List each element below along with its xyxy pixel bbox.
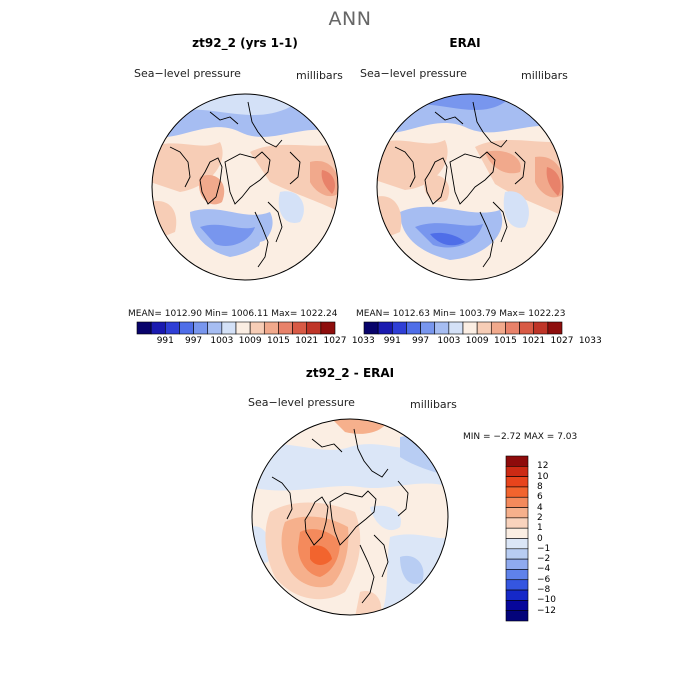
panel-2-stats: MEAN= 1012.63 Min= 1003.79 Max= 1022.23 — [356, 309, 566, 319]
panel-2-variable: Sea−level pressure — [360, 67, 467, 80]
panel-2-units: millibars — [521, 69, 568, 82]
panel-3-colorbar-swatch — [505, 486, 529, 498]
panel-1-colorbar-swatch — [306, 321, 322, 335]
panel-3-colorbar-tick-label: −10 — [537, 595, 556, 606]
panel-3-colorbar-swatch — [505, 548, 529, 560]
panel-3-colorbar-tick-label: −12 — [537, 605, 556, 616]
panel-2-colorbar-swatch — [505, 321, 520, 335]
panel-3-colorbar-tick-label: −4 — [537, 564, 551, 575]
panel-1-variable: Sea−level pressure — [134, 67, 241, 80]
panel-3-title: zt92_2 - ERAI — [305, 366, 395, 380]
panel-1-colorbar-swatch — [263, 321, 279, 335]
panel-3-colorbar-swatch — [505, 517, 529, 529]
panel-3-stats: MIN = −2.72 MAX = 7.03 — [463, 432, 578, 442]
panel-3-variable: Sea−level pressure — [248, 396, 355, 409]
panel-2-colorbar-swatch — [420, 321, 436, 335]
panel-1-title: zt92_2 (yrs 1-1) — [192, 36, 298, 50]
panel-2-colorbar-swatch — [490, 321, 506, 335]
panel-1-colorbar-swatch — [320, 321, 336, 335]
panel-1-colorbar-tick-label: 997 — [184, 336, 203, 346]
panel-3-colorbar-swatch — [505, 610, 529, 622]
panel-2-title: ERAI — [449, 36, 481, 50]
panel-3-colorbar-swatch — [505, 466, 529, 477]
panel-3-colorbar-tick-label: −1 — [537, 543, 551, 554]
panel-3-colorbar-swatch — [505, 600, 529, 611]
panel-3-colorbar-swatch — [505, 538, 529, 550]
panel-2-colorbar-tick-label: 1021 — [522, 336, 546, 346]
panel-1-colorbar-swatch — [164, 321, 180, 335]
panel-1-colorbar-tick-label: 1009 — [238, 336, 262, 346]
main-title: ANN — [328, 8, 372, 30]
panel-2-colorbar-tick-label: 1003 — [437, 336, 461, 346]
panel-3-colorbar-tick-label: 6 — [537, 492, 543, 503]
panel-2-colorbar-swatch — [391, 321, 407, 335]
panel-1-units: millibars — [296, 69, 343, 82]
panel-2-colorbar-swatch — [377, 321, 393, 335]
panel-1-colorbar-swatch — [136, 321, 152, 335]
panel-1-colorbar-swatch — [221, 321, 237, 335]
panel-3-colorbar-swatch — [505, 496, 529, 508]
panel-3-map — [251, 418, 449, 616]
panel-2-colorbar-swatch — [462, 321, 478, 335]
panel-3-colorbar-swatch — [505, 476, 529, 488]
panel-1-stats: MEAN= 1012.90 Min= 1006.11 Max= 1022.24 — [128, 309, 338, 319]
panel-2-colorbar-swatch — [519, 321, 535, 335]
panel-2-colorbar-swatch — [434, 321, 450, 335]
panel-1-colorbar-swatch — [278, 321, 293, 335]
panel-1-colorbar-swatch — [235, 321, 251, 335]
panel-2-colorbar-tick-label: 1009 — [465, 336, 489, 346]
panel-1-colorbar-swatch — [249, 321, 265, 335]
panel-3-colorbar-labels: 12 10 8 6 4 2 1 0 −1 −2 −4 −6 −8 −10 −12 — [537, 456, 577, 621]
panel-2-colorbar — [363, 321, 563, 335]
panel-3-colorbar-tick-label: 8 — [537, 481, 543, 492]
panel-3-colorbar-swatch — [505, 558, 529, 570]
panel-3-colorbar-tick-label: 10 — [537, 471, 549, 482]
panel-3-colorbar-tick-label: 2 — [537, 512, 543, 523]
panel-2-colorbar-labels: 991 997 1003 1009 1015 1021 1027 1033 — [364, 336, 602, 348]
panel-1-colorbar-swatch — [150, 321, 166, 335]
panel-1-colorbar-tick-label: 1015 — [266, 336, 290, 346]
panel-3-colorbar-swatch — [505, 569, 529, 581]
panel-1-colorbar-swatch — [193, 321, 209, 335]
panel-1-colorbar-tick-label: 1021 — [295, 336, 319, 346]
panel-2-colorbar-tick-label: 1033 — [578, 336, 602, 346]
panel-1-map — [151, 93, 339, 281]
panel-1-colorbar-tick-label: 1027 — [323, 336, 347, 346]
panel-1-colorbar-swatch — [207, 321, 223, 335]
panel-1-colorbar — [136, 321, 336, 335]
panel-2-colorbar-swatch — [363, 321, 379, 335]
panel-1-colorbar-labels: 991 997 1003 1009 1015 1021 1027 1033 — [137, 336, 375, 348]
panel-2-colorbar-swatch — [533, 321, 549, 335]
panel-2-colorbar-swatch — [448, 321, 464, 335]
panel-3-colorbar-tick-label: −8 — [537, 585, 551, 596]
panel-1-colorbar-swatch — [179, 321, 194, 335]
panel-3-colorbar-tick-label: 12 — [537, 461, 549, 472]
panel-3-colorbar-tick-label: 1 — [537, 523, 543, 534]
panel-2-colorbar-tick-label: 991 — [383, 336, 401, 346]
panel-3-colorbar-swatch — [505, 579, 529, 591]
panel-2-colorbar-tick-label: 997 — [411, 336, 430, 346]
panel-3-colorbar-swatch — [505, 507, 529, 519]
panel-1-colorbar-swatch — [292, 321, 308, 335]
panel-2-map — [376, 93, 564, 281]
panel-2-colorbar-swatch — [476, 321, 492, 335]
panel-3-colorbar-swatch — [505, 589, 529, 601]
panel-3-colorbar-tick-label: −6 — [537, 574, 551, 585]
panel-3-colorbar-tick-label: −2 — [537, 554, 551, 565]
panel-1-colorbar-tick-label: 991 — [156, 336, 174, 346]
panel-3-colorbar-swatch — [505, 455, 529, 467]
panel-3-colorbar-swatch — [505, 527, 529, 539]
panel-2-colorbar-tick-label: 1027 — [550, 336, 574, 346]
panel-2-colorbar-swatch — [406, 321, 421, 335]
panel-2-colorbar-tick-label: 1015 — [493, 336, 517, 346]
panel-3-colorbar-tick-label: 4 — [537, 502, 543, 513]
panel-1-colorbar-tick-label: 1033 — [351, 336, 375, 346]
panel-1-colorbar-tick-label: 1003 — [210, 336, 234, 346]
panel-3-colorbar-tick-label: 0 — [537, 533, 543, 544]
panel-2-colorbar-swatch — [547, 321, 563, 335]
panel-3-units: millibars — [410, 398, 457, 411]
panel-3-colorbar — [505, 455, 529, 622]
